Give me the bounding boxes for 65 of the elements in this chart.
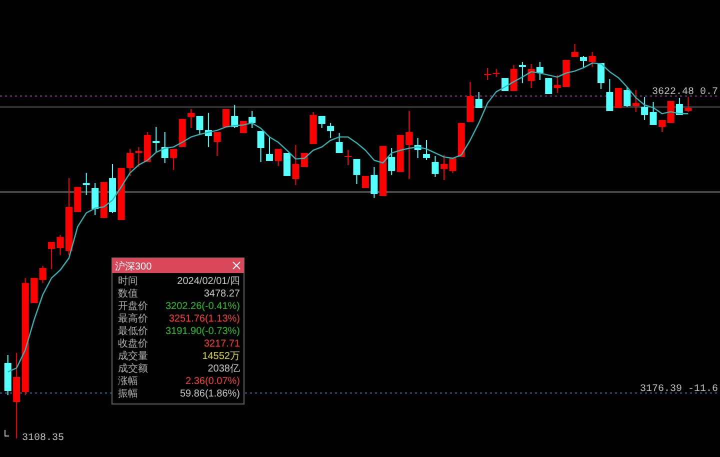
candlestick	[300, 152, 308, 168]
candlestick	[248, 110, 256, 129]
category-label: 收盘价	[118, 338, 148, 350]
candlestick	[231, 104, 238, 129]
candlestick	[641, 96, 648, 120]
candlestick	[580, 55, 587, 68]
candlestick	[257, 130, 264, 162]
text: 2024/02/01/四	[177, 276, 240, 287]
candlestick	[126, 148, 134, 176]
text: 2038亿	[208, 364, 240, 374]
annotation: 3108.35	[22, 433, 64, 444]
candlestick	[370, 166, 378, 198]
category-label: 最低价	[118, 325, 148, 337]
candlestick	[196, 115, 204, 136]
candlestick	[336, 132, 343, 154]
ref-line-label: 3176.39 -11.6	[640, 384, 718, 396]
candlestick	[536, 61, 544, 81]
candlestick	[214, 132, 221, 156]
ref-line-label: 3622.48 0.7	[652, 87, 718, 98]
text: 沪深300	[115, 260, 152, 272]
candlestick	[344, 150, 352, 166]
candlestick	[684, 96, 692, 112]
candlestick	[283, 152, 290, 176]
candlestick	[92, 182, 99, 216]
candlestick	[423, 140, 430, 160]
candlestick	[170, 148, 178, 170]
candlestick	[614, 88, 622, 108]
candlestick	[188, 108, 194, 129]
candlestick	[588, 52, 596, 68]
candlestick	[266, 136, 273, 162]
candlestick	[274, 148, 282, 166]
candlestick	[624, 86, 631, 108]
candlestick	[545, 78, 552, 95]
candlestick	[475, 92, 482, 108]
candlestick	[327, 122, 334, 139]
text: 14552万	[202, 351, 240, 362]
candlestick	[650, 102, 657, 126]
candlestick	[82, 172, 90, 196]
category-label: 涨幅	[118, 375, 138, 387]
text: 3478.27	[204, 288, 240, 300]
category-label: 时间	[118, 275, 138, 287]
text: 59.86(1.86%)	[180, 388, 240, 400]
text: 3191.90(-0.73%)	[166, 326, 240, 337]
category-label: 成交额	[118, 362, 148, 374]
candlestick	[135, 146, 142, 168]
category-label: 成交量	[118, 350, 148, 362]
text: 3251.76(1.13%)	[168, 314, 240, 324]
text: 3202.26(-0.41%)	[166, 301, 240, 312]
candlestick	[571, 44, 578, 58]
candlestick	[632, 90, 640, 112]
text: 3217.71	[204, 338, 240, 350]
candlestick	[318, 115, 326, 129]
candlestick	[606, 78, 614, 112]
candlestick	[388, 148, 396, 176]
candlestick	[518, 61, 526, 84]
category-label: 最高价	[118, 312, 148, 324]
category-label: 开盘价	[118, 300, 148, 312]
candlestick	[432, 155, 439, 178]
candlestick	[484, 67, 492, 81]
candlestick	[292, 144, 300, 186]
text: 2.36(0.07%)	[186, 376, 240, 387]
candlestick	[353, 158, 360, 185]
candlestick	[152, 126, 160, 152]
category-label: 数值	[118, 288, 138, 300]
category-label: 振幅	[118, 388, 138, 400]
